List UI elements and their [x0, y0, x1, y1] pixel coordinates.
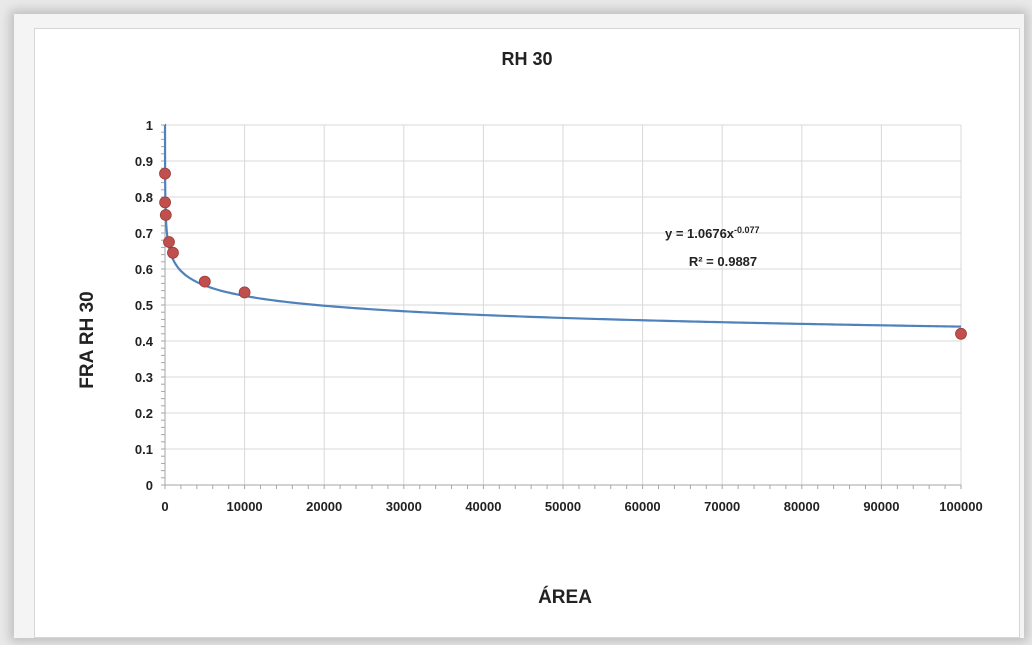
- data-point: [238, 286, 251, 299]
- y-tick-label: 0.8: [135, 190, 153, 205]
- x-axis-label: ÁREA: [538, 586, 592, 608]
- equation-base: y = 1.0676x: [665, 226, 735, 241]
- data-point: [167, 246, 179, 259]
- data-point: [955, 327, 967, 340]
- trendline-equation: y = 1.0676x-0.077: [665, 225, 760, 241]
- y-tick-label: 0.4: [135, 334, 154, 349]
- x-tick-label: 100000: [939, 499, 982, 514]
- data-point: [159, 209, 172, 221]
- axes: [161, 124, 962, 489]
- y-tick-label: 0.2: [135, 406, 153, 421]
- data-point: [198, 275, 211, 288]
- x-tick-label: 20000: [306, 499, 342, 514]
- chart-title: RH 30: [501, 49, 552, 69]
- equation-exponent: -0.077: [734, 225, 760, 235]
- chart-area: 0 10000 20000 30000 40000 50000 60000 70000 8000…: [34, 28, 1020, 638]
- x-tick-label: 60000: [625, 499, 661, 514]
- x-tick-label: 40000: [465, 499, 501, 514]
- grid-lines: [165, 124, 962, 485]
- data-points: [159, 167, 967, 340]
- y-tick-label: 0.7: [135, 226, 153, 241]
- y-tick-label: 0.3: [135, 370, 153, 385]
- y-tick-label: 0.9: [135, 154, 153, 169]
- data-point: [159, 196, 171, 209]
- x-tick-label: 50000: [545, 499, 581, 514]
- y-tick-label: 0.6: [135, 262, 153, 277]
- x-tick-label: 30000: [386, 499, 422, 514]
- x-tick-label: 90000: [863, 499, 899, 514]
- y-axis-label: FRA RH 30: [77, 291, 98, 388]
- y-tick-label: 0.5: [135, 298, 153, 313]
- data-point: [163, 236, 175, 248]
- chart-frame: 0 10000 20000 30000 40000 50000 60000 70000 8000…: [14, 14, 1024, 638]
- x-tick-label: 70000: [704, 499, 740, 514]
- x-tick-label: 10000: [227, 499, 263, 514]
- x-tick-label: 0: [161, 499, 168, 514]
- scatter-chart: 0 10000 20000 30000 40000 50000 60000 70000 8000…: [77, 49, 983, 608]
- tick-labels: 0 10000 20000 30000 40000 50000 60000 70000 8000…: [135, 118, 983, 514]
- x-tick-label: 80000: [784, 499, 820, 514]
- y-tick-label: 1: [146, 118, 153, 133]
- r-squared-label: R² = 0.9887: [689, 254, 757, 269]
- data-point: [159, 167, 171, 180]
- y-tick-label: 0: [146, 478, 153, 493]
- y-tick-label: 0.1: [135, 442, 153, 457]
